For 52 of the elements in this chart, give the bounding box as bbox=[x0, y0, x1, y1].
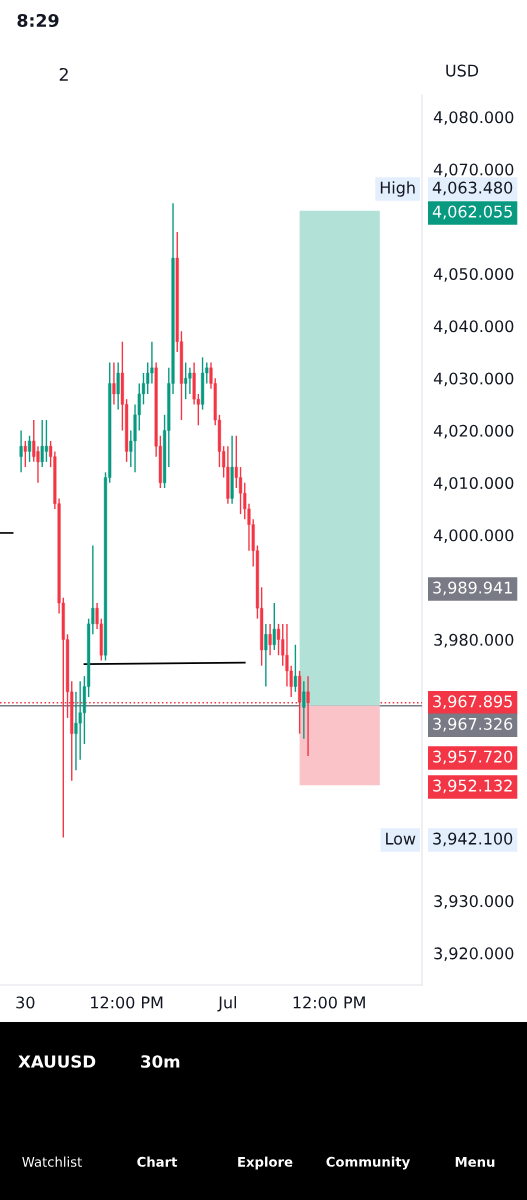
candlestick bbox=[293, 644, 297, 693]
candlestick bbox=[306, 675, 310, 757]
candlestick bbox=[184, 361, 188, 400]
text: 4,062.055 bbox=[432, 205, 512, 220]
y-tick-label: 4,010.000 bbox=[433, 476, 514, 491]
text: 3,942.100 bbox=[433, 832, 513, 847]
y-tick-label: 4,000.000 bbox=[433, 529, 514, 543]
ref-line-label: 3,967.326 bbox=[433, 717, 513, 732]
y-tick-label: 4,050.000 bbox=[433, 267, 514, 282]
candlestick bbox=[272, 602, 276, 651]
x-tick-label: 12:00 PM bbox=[293, 996, 365, 1009]
text: 2 bbox=[59, 67, 68, 81]
y-tick-label: 4,040.000 bbox=[433, 320, 514, 334]
candlestick bbox=[268, 623, 272, 656]
candlestick bbox=[23, 440, 27, 468]
text: Menu bbox=[455, 1157, 495, 1167]
text: Explore bbox=[238, 1156, 293, 1170]
candlestick bbox=[116, 361, 120, 411]
candlestick bbox=[44, 419, 48, 463]
text: 3,952.132 bbox=[433, 779, 512, 794]
candlestick bbox=[19, 429, 23, 474]
text: 3,957.720 bbox=[433, 750, 513, 765]
text: USD bbox=[446, 64, 479, 77]
x-tick-label: 30 bbox=[16, 996, 35, 1009]
y-tick-label: 4,080.000 bbox=[433, 111, 514, 125]
text: XAUUSD bbox=[18, 1055, 96, 1068]
annotation: Low bbox=[386, 832, 416, 845]
text: Watchlist bbox=[22, 1156, 82, 1167]
y-tick-label: 4,030.000 bbox=[433, 372, 514, 387]
text: Chart bbox=[137, 1156, 178, 1167]
candlestick bbox=[302, 680, 306, 740]
candlestick bbox=[188, 367, 192, 395]
y-tick-label: 4,020.000 bbox=[433, 424, 514, 439]
x-tick-label: 12:00 PM bbox=[91, 996, 163, 1009]
y-tick-label: 4,070.000 bbox=[433, 163, 514, 178]
candlestick bbox=[150, 340, 154, 385]
candlestick bbox=[238, 466, 243, 515]
candlestick bbox=[264, 623, 268, 688]
annotation: High bbox=[380, 181, 415, 197]
x-tick-label: Jul bbox=[217, 996, 237, 1012]
y-tick-label: 3,980.000 bbox=[434, 633, 514, 648]
candlestick bbox=[112, 361, 116, 406]
text: 30m bbox=[141, 1055, 180, 1068]
text: 4,063.480 bbox=[432, 181, 513, 196]
text: Community bbox=[326, 1156, 410, 1170]
y-tick-label: 3,930.000 bbox=[434, 895, 514, 909]
text: 3,989.941 bbox=[433, 581, 512, 596]
y-tick-label: 3,920.000 bbox=[434, 947, 514, 962]
text: 8:29 bbox=[17, 13, 59, 28]
ref-line-label: 3,967.895 bbox=[433, 695, 512, 710]
candlestick bbox=[27, 435, 32, 463]
candlestick bbox=[40, 419, 44, 468]
